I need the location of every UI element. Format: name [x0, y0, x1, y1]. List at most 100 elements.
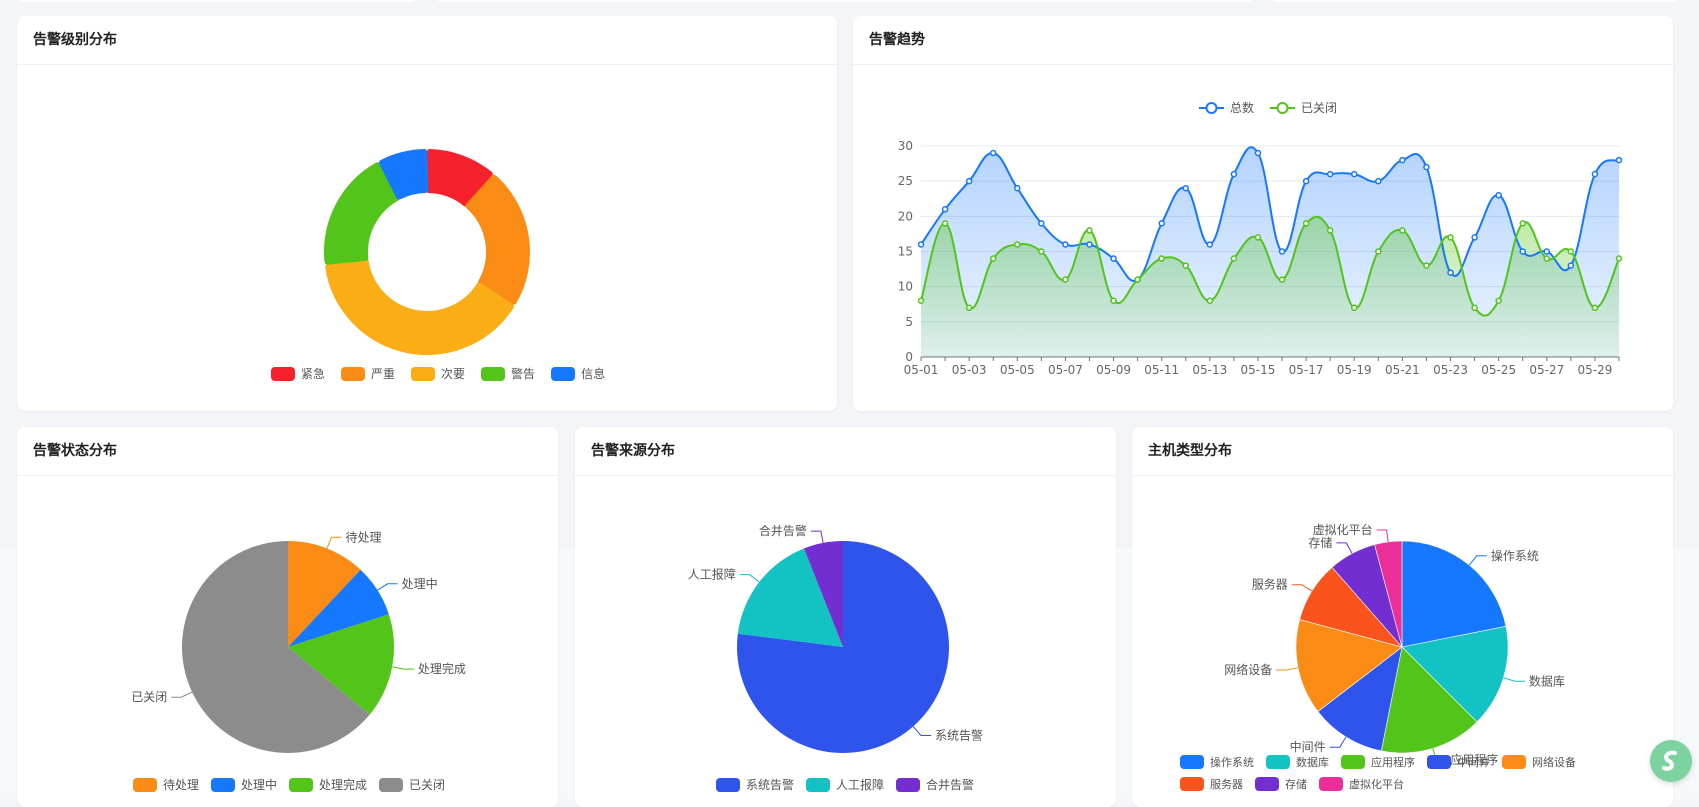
assistant-button[interactable]: [1650, 740, 1692, 782]
legend-item[interactable]: 中间件: [1427, 754, 1490, 770]
data-point[interactable]: [1615, 255, 1623, 262]
series-line[interactable]: [920, 215, 1620, 317]
data-point[interactable]: [1471, 304, 1478, 312]
data-point[interactable]: [1543, 248, 1551, 255]
pie-slice[interactable]: [1295, 619, 1403, 712]
data-point[interactable]: [1014, 184, 1021, 192]
legend-item[interactable]: 总数: [1199, 100, 1254, 115]
data-point[interactable]: [1302, 177, 1310, 185]
data-point[interactable]: [1543, 255, 1551, 262]
legend-item[interactable]: 信息: [551, 365, 605, 382]
legend-item[interactable]: 服务器: [1180, 776, 1243, 792]
data-point[interactable]: [1375, 248, 1382, 255]
legend-item[interactable]: 处理完成: [289, 776, 367, 793]
data-point[interactable]: [1519, 220, 1526, 227]
data-point[interactable]: [1302, 220, 1310, 227]
data-point[interactable]: [1230, 255, 1238, 262]
data-point[interactable]: [1062, 241, 1069, 248]
data-point[interactable]: [1350, 304, 1358, 312]
donut-segment[interactable]: [465, 174, 530, 305]
legend-item[interactable]: 已关闭: [1270, 101, 1337, 115]
pie-slice[interactable]: [1380, 646, 1478, 754]
pie-slice[interactable]: [737, 548, 843, 647]
data-point[interactable]: [1399, 156, 1406, 164]
data-point[interactable]: [1350, 170, 1358, 178]
data-point[interactable]: [1399, 227, 1406, 234]
legend-item[interactable]: 严重: [341, 365, 395, 382]
data-point[interactable]: [1206, 241, 1214, 248]
data-point[interactable]: [1447, 234, 1454, 241]
data-point[interactable]: [1254, 234, 1262, 241]
data-point[interactable]: [965, 304, 973, 312]
data-point[interactable]: [1471, 234, 1478, 241]
data-point[interactable]: [1110, 297, 1117, 304]
data-point[interactable]: [989, 255, 997, 262]
pie-slice[interactable]: [288, 541, 361, 647]
data-point[interactable]: [1591, 304, 1599, 312]
data-point[interactable]: [1182, 262, 1190, 269]
donut-segment[interactable]: [425, 149, 493, 207]
legend-item[interactable]: 应用程序: [1341, 754, 1415, 770]
data-point[interactable]: [941, 220, 949, 227]
pie-slice[interactable]: [1317, 646, 1403, 752]
legend-item[interactable]: 虚拟化平台: [1319, 776, 1404, 792]
pie-slice[interactable]: [803, 541, 843, 647]
pie-slice[interactable]: [1401, 625, 1509, 723]
legend-item[interactable]: 人工报障: [806, 776, 884, 793]
data-point[interactable]: [1014, 241, 1021, 248]
data-point[interactable]: [1086, 241, 1093, 248]
data-point[interactable]: [1038, 220, 1045, 227]
data-point[interactable]: [1519, 248, 1526, 255]
data-point[interactable]: [1230, 170, 1238, 178]
legend-item[interactable]: 警告: [481, 365, 535, 382]
data-point[interactable]: [1567, 248, 1575, 255]
data-point[interactable]: [1326, 170, 1334, 178]
data-point[interactable]: [1423, 262, 1430, 269]
data-point[interactable]: [1495, 297, 1502, 304]
pie-slice[interactable]: [1374, 540, 1403, 648]
pie-slice[interactable]: [288, 614, 394, 715]
data-point[interactable]: [1326, 227, 1334, 234]
data-point[interactable]: [1615, 156, 1623, 164]
pie-slice[interactable]: [1401, 540, 1507, 648]
data-point[interactable]: [1254, 149, 1262, 157]
data-point[interactable]: [1206, 297, 1214, 304]
data-point[interactable]: [1086, 227, 1093, 234]
data-point[interactable]: [1062, 276, 1069, 283]
legend-item[interactable]: 合并告警: [896, 776, 974, 793]
data-point[interactable]: [1375, 177, 1382, 185]
data-point[interactable]: [1110, 255, 1117, 262]
donut-segment[interactable]: [324, 162, 400, 265]
data-point[interactable]: [989, 149, 997, 157]
data-point[interactable]: [917, 297, 925, 304]
legend-item[interactable]: 紧急: [271, 365, 325, 382]
data-point[interactable]: [1423, 163, 1430, 171]
legend-item[interactable]: 存储: [1255, 776, 1307, 792]
pie-slice[interactable]: [182, 541, 370, 753]
data-point[interactable]: [1038, 248, 1045, 255]
legend-item[interactable]: 待处理: [133, 776, 199, 793]
data-point[interactable]: [1158, 255, 1165, 262]
legend-item[interactable]: 系统告警: [716, 776, 794, 793]
data-point[interactable]: [1134, 276, 1141, 283]
legend-item[interactable]: 数据库: [1266, 754, 1329, 770]
data-point[interactable]: [917, 241, 925, 248]
data-point[interactable]: [1158, 220, 1165, 227]
data-point[interactable]: [1567, 262, 1575, 269]
legend-item[interactable]: 处理中: [211, 776, 277, 793]
donut-segment[interactable]: [379, 149, 429, 200]
data-point[interactable]: [1447, 269, 1454, 276]
donut-segment[interactable]: [325, 258, 514, 355]
legend-item[interactable]: 已关闭: [379, 776, 445, 793]
data-point[interactable]: [1495, 191, 1502, 199]
data-point[interactable]: [965, 177, 973, 185]
data-point[interactable]: [1278, 276, 1286, 283]
data-point[interactable]: [1182, 184, 1190, 192]
legend-item[interactable]: 次要: [411, 365, 465, 382]
pie-slice[interactable]: [288, 569, 389, 647]
data-point[interactable]: [1591, 170, 1599, 178]
data-point[interactable]: [941, 206, 949, 213]
legend-item[interactable]: 操作系统: [1180, 754, 1254, 770]
data-point[interactable]: [1278, 248, 1286, 255]
legend-item[interactable]: 网络设备: [1502, 754, 1576, 770]
